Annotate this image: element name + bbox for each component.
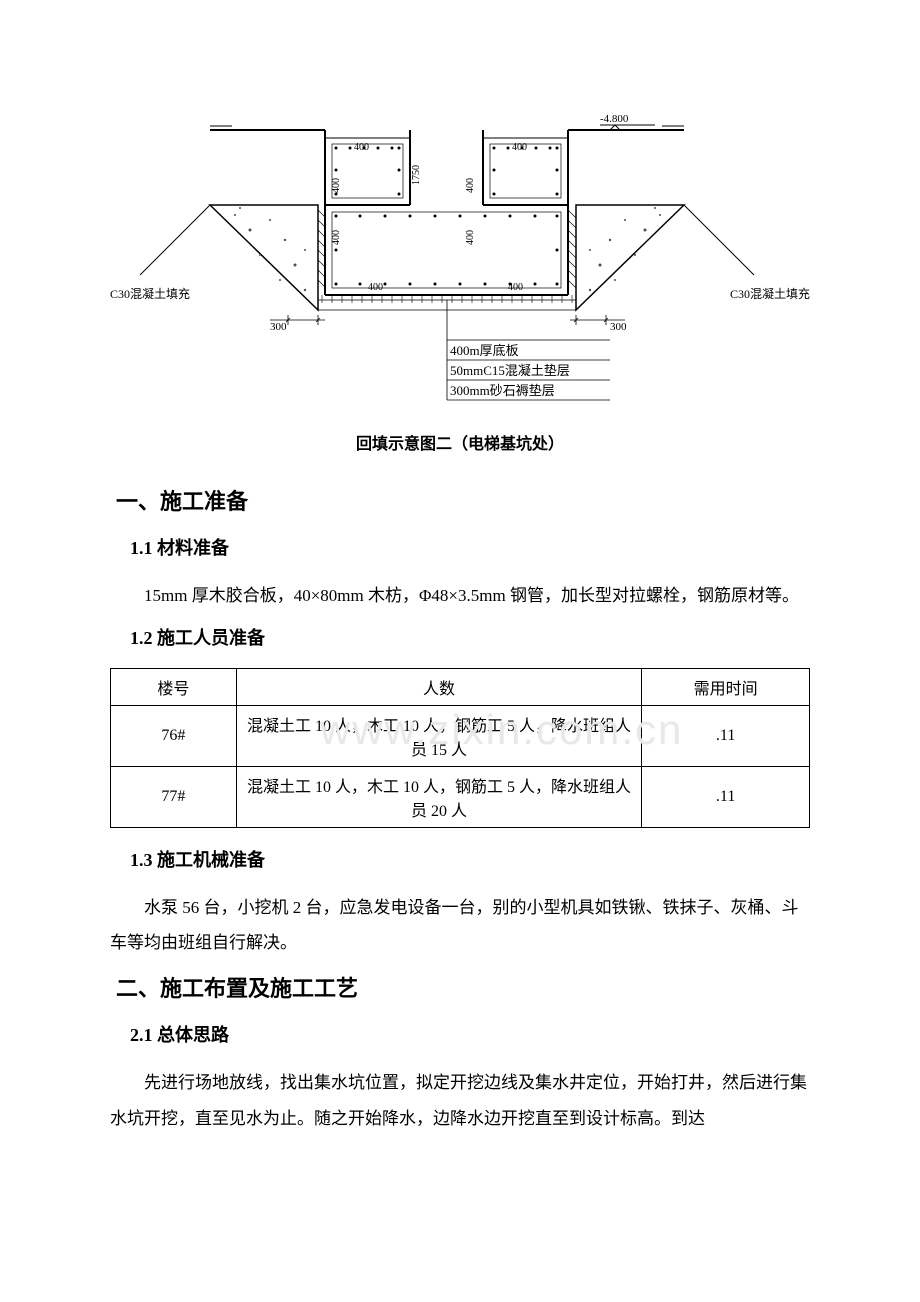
section-1-title: 一、施工准备 [116, 484, 810, 516]
dim-400-f: 400 [465, 178, 476, 193]
sub-2-1-body: 先进行场地放线，找出集水坑位置，拟定开挖边线及集水井定位，开始打井，然后进行集水… [110, 1065, 810, 1136]
table-header-row: 楼号 人数 需用时间 [111, 668, 810, 705]
sub-1-1-body: 15mm 厚木胶合板，40×80mm 木枋，Φ48×3.5mm 钢管，加长型对拉… [110, 578, 810, 614]
table-header: 需用时间 [642, 668, 810, 705]
sub-1-3-body: 水泵 56 台，小挖机 2 台，应急发电设备一台，别的小型机具如铁锹、铁抹子、灰… [110, 890, 810, 961]
table-header: 楼号 [111, 668, 237, 705]
note-1: 400m厚底板 [450, 343, 519, 358]
dim-400-a: 400 [354, 142, 369, 153]
table-cell: 混凝土工 10 人，木工 10 人，钢筋工 5 人，降水班组人员 20 人 [236, 766, 641, 827]
dim-300-left: 300 [270, 321, 287, 333]
watermark: www.zixin.com.cn [320, 706, 683, 754]
table-cell: 76# [111, 705, 237, 766]
section-2-title: 二、施工布置及施工工艺 [116, 971, 810, 1003]
dim-400-c: 400 [368, 282, 383, 293]
table-header: 人数 [236, 668, 641, 705]
diagram-caption: 回填示意图二（电梯基坑处） [110, 430, 810, 454]
dim-1750: 1750 [411, 165, 422, 185]
sub-1-3-title: 1.3 施工机械准备 [130, 846, 810, 872]
note-3: 300mm砂石褥垫层 [450, 383, 555, 398]
right-fill-label: C30混凝土填充 [730, 286, 810, 301]
diagram-container: -4.800 [110, 100, 810, 410]
elevation-label: -4.800 [600, 113, 629, 125]
table-cell: .11 [642, 766, 810, 827]
note-2: 50mmC15混凝土垫层 [450, 363, 570, 378]
sub-1-1-title: 1.1 材料准备 [130, 534, 810, 560]
table-row: 77# 混凝土工 10 人，木工 10 人，钢筋工 5 人，降水班组人员 20 … [111, 766, 810, 827]
sub-1-2-title: 1.2 施工人员准备 [130, 624, 810, 650]
section-diagram: -4.800 [110, 100, 810, 410]
left-fill-label: C30混凝土填充 [110, 286, 190, 301]
dim-400-e: 400 [331, 178, 342, 193]
dim-400-g: 400 [331, 230, 342, 245]
dim-400-h: 400 [465, 230, 476, 245]
dim-300-right: 300 [610, 321, 627, 333]
table-cell: 77# [111, 766, 237, 827]
dim-400-d: 400 [508, 282, 523, 293]
dim-400-b: 400 [512, 142, 527, 153]
sub-2-1-title: 2.1 总体思路 [130, 1021, 810, 1047]
